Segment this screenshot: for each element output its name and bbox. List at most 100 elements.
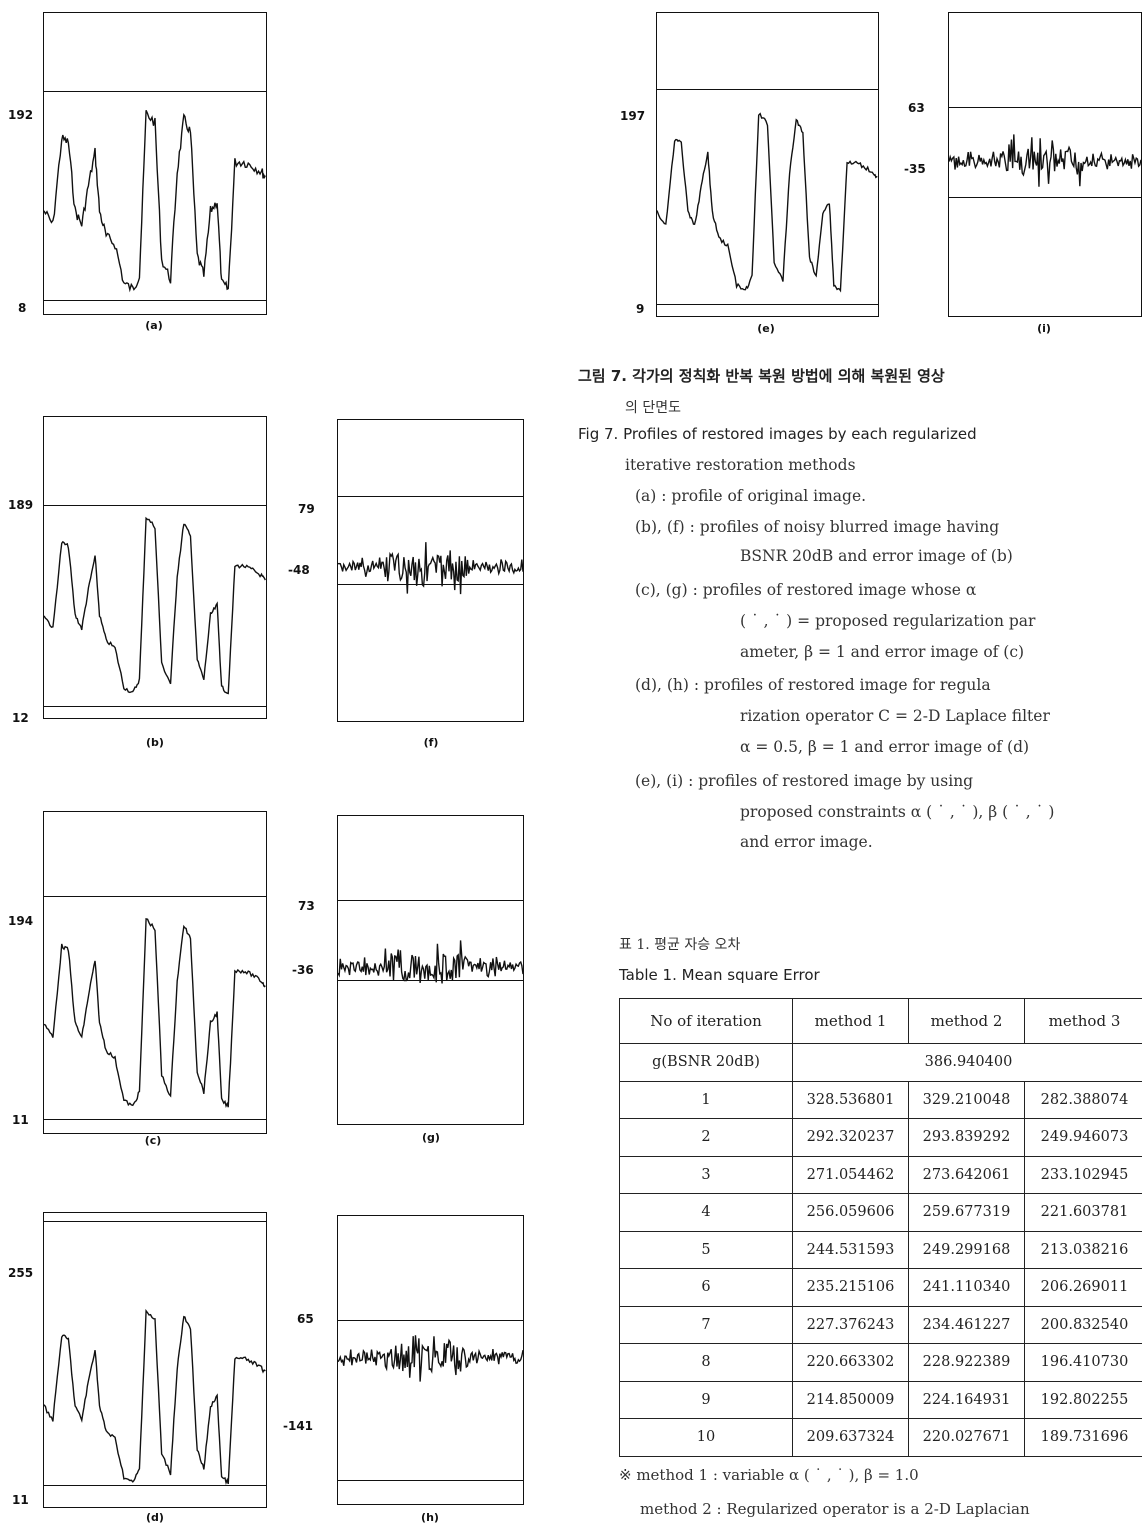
y-max-label: 189 <box>8 498 34 512</box>
table-cell: 271.054462 <box>792 1155 909 1194</box>
y-max-label: 192 <box>8 108 34 122</box>
table-cell: 386.940400 <box>792 1043 1142 1082</box>
error-trace <box>338 542 523 595</box>
panel-label-a: (a) <box>145 319 163 332</box>
table-caption-korean: 표 1. 평균 자승 오차 <box>619 937 741 953</box>
lower-bound-line <box>44 706 266 707</box>
caption-item: α = 0.5, β = 1 and error image of (d) <box>740 738 1030 756</box>
table-row: 10 209.637324 220.027671 189.731696 <box>619 1418 1142 1457</box>
table-row: 9 214.850009 224.164931 192.802255 <box>619 1380 1142 1419</box>
table-cell: 196.410730 <box>1024 1343 1142 1382</box>
table-cell: 233.102945 <box>1024 1155 1142 1194</box>
header-method-3: method 3 <box>1024 998 1142 1044</box>
figure-caption-korean-cont: 의 단면도 <box>625 400 681 416</box>
caption-item: (c), (g) : profiles of restored image wh… <box>635 581 977 599</box>
caption-item: (a) : profile of original image. <box>635 487 867 505</box>
caption-item: rization operator C = 2-D Laplace filter <box>740 707 1050 725</box>
table-cell: 7 <box>619 1305 793 1344</box>
table-cell: 192.802255 <box>1024 1380 1142 1419</box>
table-cell: g(BSNR 20dB) <box>619 1043 793 1082</box>
table-cell: 9 <box>619 1380 793 1419</box>
panel-label-h: (h) <box>421 1511 439 1524</box>
table-cell: 328.536801 <box>792 1080 909 1119</box>
y-max-label: 197 <box>620 109 646 123</box>
profile-plot-d <box>43 1212 267 1508</box>
table-cell: 4 <box>619 1193 793 1232</box>
trace-line <box>44 516 266 695</box>
table-cell: 224.164931 <box>908 1380 1025 1419</box>
y-min-label: 12 <box>12 711 29 725</box>
upper-bound-line <box>44 91 266 92</box>
lower-bound-line <box>338 1480 523 1481</box>
header-method-2: method 2 <box>908 998 1025 1044</box>
header-method-1: method 1 <box>792 998 909 1044</box>
upper-bound-line <box>338 900 523 901</box>
y-max-label: 73 <box>298 899 315 913</box>
profile-plot-b <box>43 416 267 719</box>
error-trace <box>338 940 523 984</box>
lower-bound-line <box>44 1119 266 1120</box>
y-max-label: 79 <box>298 502 315 516</box>
table-cell: 214.850009 <box>792 1380 909 1419</box>
caption-item: BSNR 20dB and error image of (b) <box>740 547 1013 565</box>
upper-bound-line <box>657 89 878 90</box>
error-trace <box>338 1335 523 1382</box>
upper-bound-line <box>44 505 266 506</box>
table-note-method-2: method 2 : Regularized operator is a 2-D… <box>640 1500 1030 1518</box>
profile-trace <box>44 516 266 695</box>
table-cell: 235.215106 <box>792 1268 909 1307</box>
table-cell: 228.922389 <box>908 1343 1025 1382</box>
upper-bound-line <box>338 496 523 497</box>
table-row: 3 271.054462 273.642061 233.102945 <box>619 1155 1142 1194</box>
trace-line <box>949 134 1141 187</box>
y-min-label: -141 <box>283 1419 314 1433</box>
table-cell: 249.946073 <box>1024 1118 1142 1157</box>
header-iteration: No of iteration <box>619 998 793 1044</box>
panel-label-d: (d) <box>146 1511 164 1524</box>
panel-label-e: (e) <box>757 322 775 335</box>
table-cell: 244.531593 <box>792 1230 909 1269</box>
profile-plot-e <box>656 12 879 317</box>
figure-caption-english: Fig 7. Profiles of restored images by ea… <box>578 425 977 443</box>
table-cell: 6 <box>619 1268 793 1307</box>
table-row: 5 244.531593 249.299168 213.038216 <box>619 1230 1142 1269</box>
trace-line <box>338 1335 523 1382</box>
profile-trace <box>657 112 878 293</box>
error-plot-f <box>337 419 524 722</box>
upper-bound-line <box>44 896 266 897</box>
table-cell: 220.027671 <box>908 1418 1025 1457</box>
table-cell: 234.461227 <box>908 1305 1025 1344</box>
table-cell: 5 <box>619 1230 793 1269</box>
y-min-label: -35 <box>904 162 926 176</box>
trace-line <box>44 917 266 1109</box>
table-cell: 209.637324 <box>792 1418 909 1457</box>
table-cell: 259.677319 <box>908 1193 1025 1232</box>
table-row: 6 235.215106 241.110340 206.269011 <box>619 1268 1142 1307</box>
caption-item: ( ˙ , ˙ ) = proposed regularization par <box>740 612 1036 630</box>
profile-trace <box>44 109 266 293</box>
upper-bound-line <box>949 107 1141 108</box>
table-cell: 3 <box>619 1155 793 1194</box>
panel-label-g: (g) <box>422 1131 440 1144</box>
y-max-label: 194 <box>8 914 34 928</box>
y-min-label: 11 <box>12 1493 29 1507</box>
table-cell: 8 <box>619 1343 793 1382</box>
mse-table: No of iteration method 1 method 2 method… <box>619 998 1142 1457</box>
caption-item: proposed constraints α ( ˙ , ˙ ), β ( ˙ … <box>740 803 1055 821</box>
caption-item: ameter, β = 1 and error image of (c) <box>740 643 1025 661</box>
caption-item: and error image. <box>740 833 873 851</box>
error-plot-h <box>337 1215 524 1505</box>
y-min-label: 11 <box>12 1113 29 1127</box>
table-note-method-1: ※ method 1 : variable α ( ˙ , ˙ ), β = 1… <box>619 1466 919 1484</box>
caption-item: (d), (h) : profiles of restored image fo… <box>635 676 991 694</box>
table-cell: 273.642061 <box>908 1155 1025 1194</box>
y-min-label: 9 <box>636 302 645 316</box>
trace-line <box>44 1308 266 1486</box>
lower-bound-line <box>657 304 878 305</box>
error-plot-g <box>337 815 524 1125</box>
lower-bound-line <box>949 197 1141 198</box>
table-cell: 220.663302 <box>792 1343 909 1382</box>
table-row: 1 328.536801 329.210048 282.388074 <box>619 1080 1142 1119</box>
y-min-label: -48 <box>288 563 310 577</box>
table-header-row: No of iteration method 1 method 2 method… <box>619 998 1142 1044</box>
